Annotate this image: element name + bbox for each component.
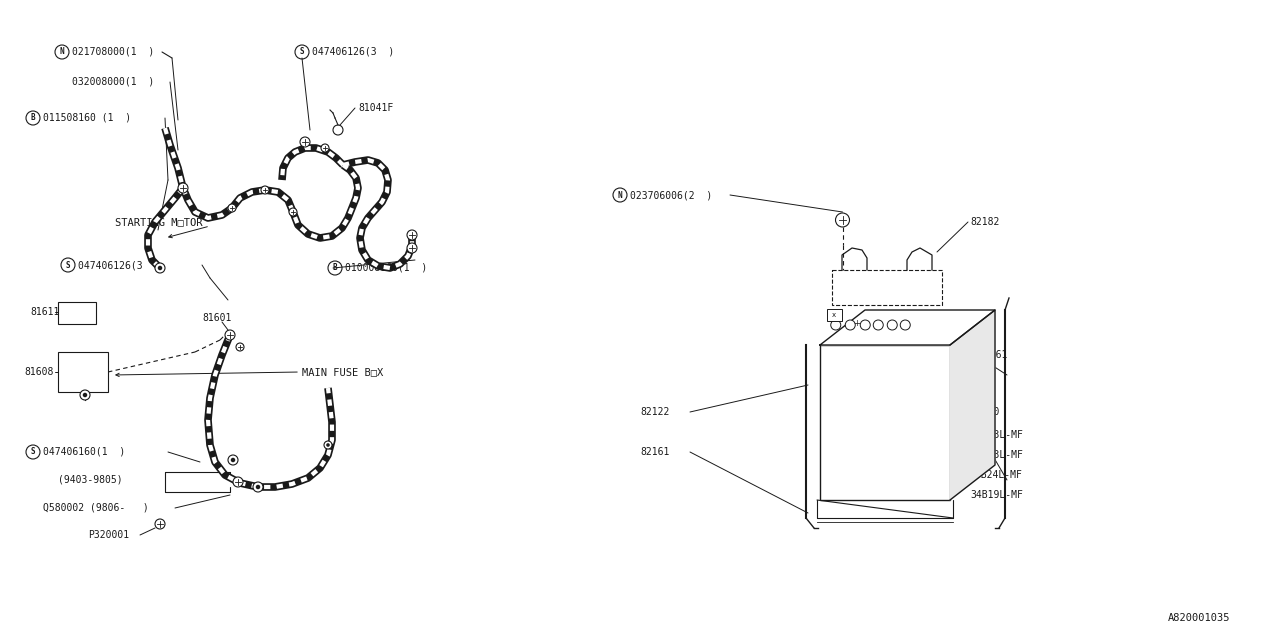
Text: 82110: 82110 <box>970 407 1000 417</box>
Text: 023706006(2  ): 023706006(2 ) <box>630 190 712 200</box>
Text: 82122: 82122 <box>640 407 669 417</box>
Circle shape <box>83 393 87 397</box>
Circle shape <box>157 266 163 270</box>
Circle shape <box>225 330 236 340</box>
Text: P320001: P320001 <box>88 530 129 540</box>
Text: 81041F: 81041F <box>358 103 393 113</box>
Text: N: N <box>60 47 64 56</box>
Circle shape <box>407 230 417 240</box>
Text: 047406126(3  ): 047406126(3 ) <box>78 260 160 270</box>
Circle shape <box>900 320 910 330</box>
Bar <box>58 352 108 392</box>
Text: S: S <box>300 47 305 56</box>
Text: 34B19L-MF: 34B19L-MF <box>970 490 1023 500</box>
Bar <box>820 345 950 500</box>
Text: B: B <box>31 113 36 122</box>
Circle shape <box>845 320 855 330</box>
Text: 82161: 82161 <box>978 350 1007 360</box>
Text: 82182: 82182 <box>970 217 1000 227</box>
Text: STARTING M□TOR: STARTING M□TOR <box>115 217 202 227</box>
Circle shape <box>831 320 841 330</box>
Text: S: S <box>65 260 70 269</box>
Text: 75D23L-MF: 75D23L-MF <box>970 430 1023 440</box>
Circle shape <box>233 477 243 487</box>
Circle shape <box>155 519 165 529</box>
Circle shape <box>155 263 165 273</box>
Circle shape <box>324 441 332 449</box>
Bar <box>827 309 842 321</box>
Polygon shape <box>950 310 995 500</box>
Text: 047406126(3  ): 047406126(3 ) <box>312 47 394 57</box>
Circle shape <box>236 343 244 351</box>
Circle shape <box>873 320 883 330</box>
Circle shape <box>407 243 417 253</box>
Text: N: N <box>618 191 622 200</box>
Text: 82161: 82161 <box>640 447 669 457</box>
Text: x: x <box>832 312 836 318</box>
Circle shape <box>887 320 897 330</box>
Text: (9403-9805): (9403-9805) <box>58 475 123 485</box>
Circle shape <box>178 183 188 193</box>
Polygon shape <box>820 310 995 345</box>
Circle shape <box>300 137 310 147</box>
Text: 46B24L-MF: 46B24L-MF <box>970 470 1023 480</box>
Text: 55D23L-MF: 55D23L-MF <box>970 450 1023 460</box>
Text: 047406160(1  ): 047406160(1 ) <box>44 447 125 457</box>
Bar <box>832 270 942 305</box>
Circle shape <box>836 213 850 227</box>
Circle shape <box>230 458 236 462</box>
Text: MAIN FUSE B□X: MAIN FUSE B□X <box>302 367 383 377</box>
Circle shape <box>321 144 329 152</box>
Circle shape <box>228 204 236 212</box>
Circle shape <box>289 208 297 216</box>
Bar <box>58 302 96 324</box>
Circle shape <box>228 455 238 465</box>
Text: 032008000(1  ): 032008000(1 ) <box>72 77 155 87</box>
Text: 021708000(1  ): 021708000(1 ) <box>72 47 155 57</box>
Text: B: B <box>333 264 338 273</box>
Text: Q580002 (9806-   ): Q580002 (9806- ) <box>44 503 148 513</box>
Circle shape <box>79 390 90 400</box>
Circle shape <box>326 443 330 447</box>
Text: 81611: 81611 <box>29 307 59 317</box>
Text: 81601: 81601 <box>202 313 232 323</box>
Text: 011508160 (1  ): 011508160 (1 ) <box>44 113 131 123</box>
Circle shape <box>860 320 870 330</box>
Text: 81608: 81608 <box>24 367 54 377</box>
Text: +: + <box>854 319 860 328</box>
Text: S: S <box>31 447 36 456</box>
Text: 010008160(1  ): 010008160(1 ) <box>346 263 428 273</box>
Circle shape <box>253 482 262 492</box>
Text: A820001035: A820001035 <box>1167 613 1230 623</box>
Circle shape <box>256 484 260 489</box>
Circle shape <box>261 186 269 194</box>
